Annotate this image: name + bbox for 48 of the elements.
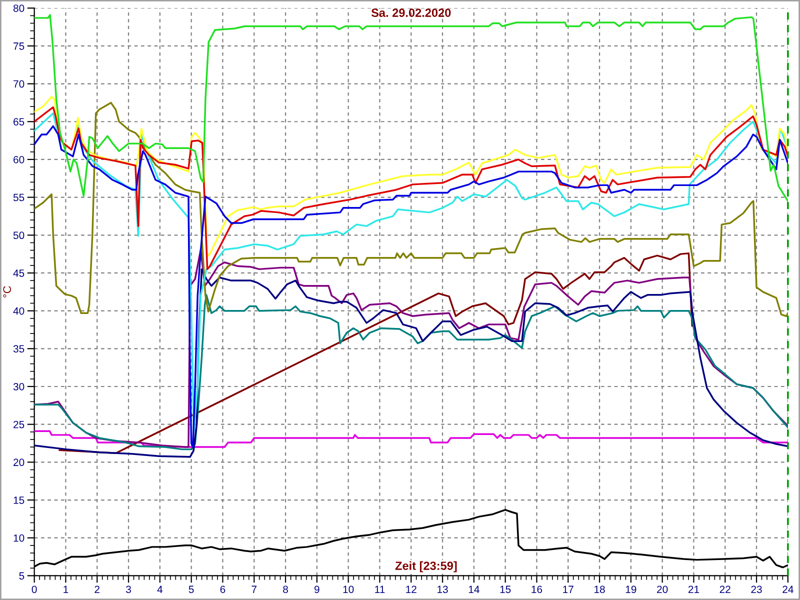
- x-tick-label: 1: [64, 586, 68, 593]
- y-tick-label: 35: [13, 345, 24, 353]
- y-tick-label: 80: [13, 4, 24, 12]
- x-tick-label: 13: [438, 586, 448, 594]
- x-axis-title: Zeit [23:59]: [395, 561, 457, 572]
- x-tick-label: 19: [626, 586, 636, 594]
- x-tick-label: 21: [688, 586, 700, 593]
- x-tick-label: 3: [126, 586, 131, 594]
- y-tick-label: 55: [13, 194, 24, 202]
- x-tick-label: 12: [406, 586, 416, 593]
- y-tick-label: 50: [13, 232, 24, 240]
- y-tick-label: 60: [14, 156, 24, 164]
- x-tick-label: 18: [594, 586, 605, 594]
- x-tick-label: 24: [782, 586, 794, 593]
- x-tick-label: 0: [32, 586, 37, 594]
- x-tick-label: 10: [343, 586, 354, 594]
- y-tick-label: 65: [14, 118, 24, 126]
- x-tick-label: 6: [220, 586, 226, 594]
- x-tick-label: 23: [751, 586, 762, 594]
- y-tick-label: 70: [14, 80, 24, 88]
- y-axis-title: °C: [3, 286, 12, 298]
- x-tick-label: 14: [468, 586, 480, 593]
- line-series: [34, 294, 788, 450]
- x-tick-label: 4: [157, 586, 163, 593]
- x-tick-label: 15: [500, 586, 511, 594]
- x-tick-label: 11: [375, 586, 385, 593]
- y-tick-label: 15: [14, 496, 24, 504]
- x-tick-label: 16: [532, 586, 542, 594]
- x-tick-label: 7: [252, 586, 256, 593]
- x-tick-label: 2: [94, 586, 100, 593]
- x-tick-label: 9: [314, 586, 320, 594]
- x-tick-label: 17: [563, 586, 574, 593]
- line-series: [58, 252, 694, 454]
- y-tick-label: 20: [14, 458, 24, 466]
- y-tick-label: 30: [13, 383, 24, 390]
- x-tick-label: 20: [657, 586, 668, 594]
- line-series: [34, 102, 788, 317]
- line-series: [34, 430, 788, 448]
- chart-title: Sa. 29.02.2020: [371, 8, 451, 17]
- y-tick-label: 40: [13, 307, 24, 315]
- x-tick-label: 8: [283, 586, 288, 594]
- y-tick-label: 75: [14, 42, 24, 50]
- y-tick-label: 10: [14, 534, 24, 542]
- y-tick-label: 25: [14, 420, 24, 428]
- y-tick-label: 5: [19, 572, 24, 580]
- x-tick-label: 22: [720, 586, 730, 593]
- x-tick-label: 5: [188, 586, 194, 594]
- y-tick-label: 45: [13, 270, 24, 277]
